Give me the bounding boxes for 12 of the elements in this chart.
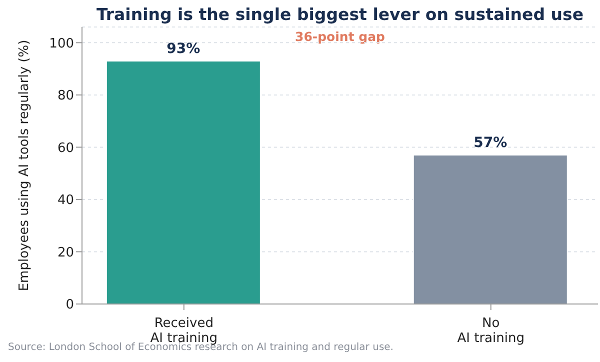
x-tick-label: No AI training <box>457 316 524 346</box>
chart-title: Training is the single biggest lever on sustained use <box>95 5 585 24</box>
y-tick-label: 0 <box>66 298 74 313</box>
data-label: 93% <box>166 40 200 57</box>
data-label: 57% <box>474 135 508 152</box>
y-axis-title: Employees using AI tools regularly (%) <box>18 40 33 292</box>
y-tick-label: 100 <box>49 36 74 52</box>
y-tick-label: 80 <box>57 88 74 104</box>
y-tick-label: 20 <box>57 245 74 260</box>
y-tick-label: 40 <box>57 193 74 208</box>
annotation: 36-point gap <box>295 29 385 44</box>
y-tick-label: 60 <box>57 140 74 156</box>
